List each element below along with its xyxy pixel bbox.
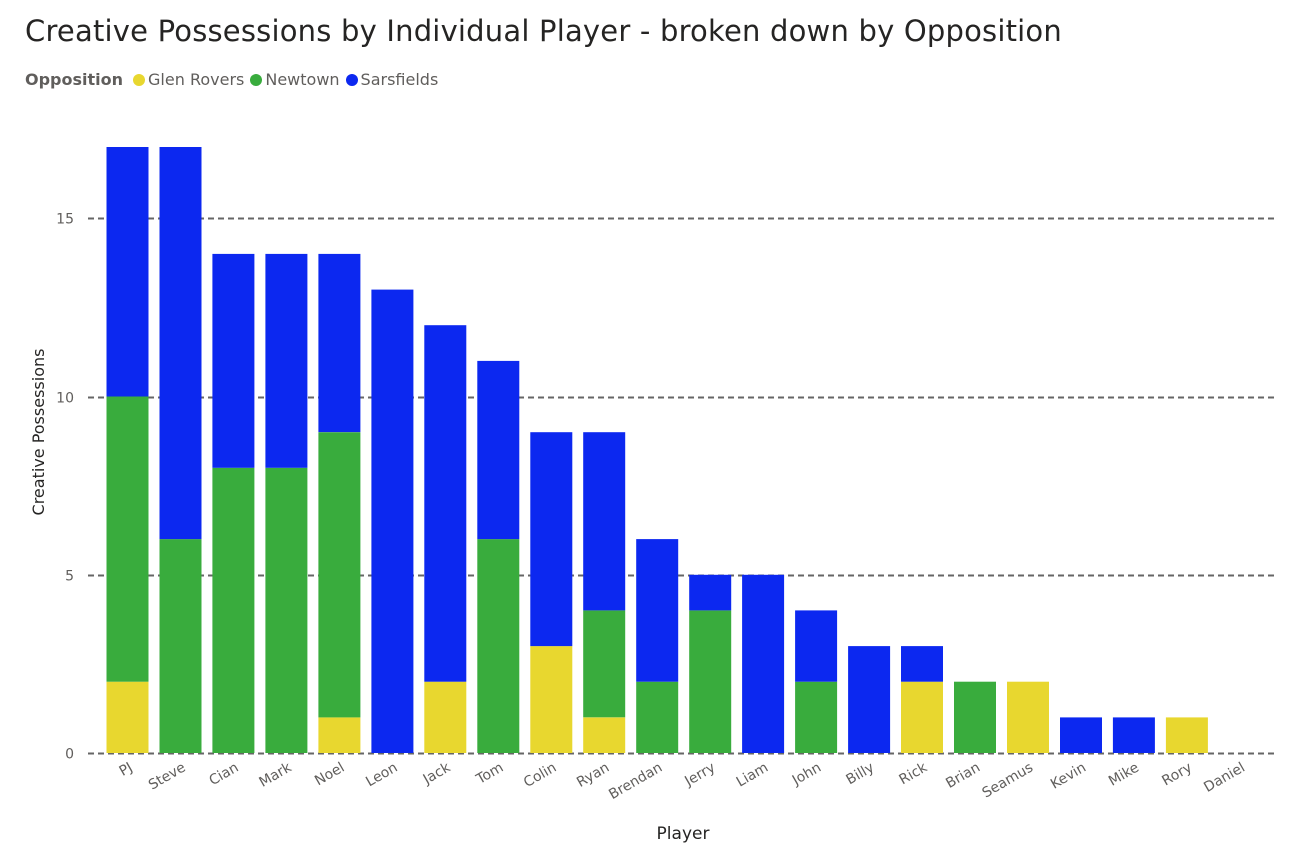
x-tick-label-seamus: Seamus [980, 760, 1036, 802]
bar-rick-sarsfields[interactable] [901, 646, 943, 682]
y-tick-label-10: 10 [56, 391, 74, 407]
x-tick-label-colin: Colin [521, 760, 559, 791]
legend-swatch-newtown [250, 73, 263, 86]
x-tick-label-rick: Rick [897, 759, 931, 788]
bar-tom-newtown[interactable] [477, 539, 520, 753]
bar-noel-glen-rovers[interactable] [318, 717, 361, 753]
legend-label-glen-rovers: Glen Rovers [148, 70, 245, 89]
bar-john-newtown[interactable] [795, 681, 838, 753]
x-tick-label-cian: Cian [206, 760, 241, 789]
bar-mike-sarsfields[interactable] [1112, 717, 1155, 753]
bar-brendan-newtown[interactable] [636, 681, 679, 753]
bar-ryan-sarsfields[interactable] [583, 432, 626, 611]
bar-kevin-sarsfields[interactable] [1060, 717, 1102, 753]
x-tick-label-tom: Tom [473, 760, 506, 789]
bar-ryan-glen-rovers[interactable] [583, 717, 626, 753]
bar-seamus-glen-rovers[interactable] [1007, 681, 1049, 753]
bar-steve-sarsfields[interactable] [159, 147, 202, 540]
x-ticks: PJ Steve Cian Mark Noel Leon Jack Tom Colin RyanB… [117, 759, 1248, 803]
bar-mark-newtown[interactable] [265, 467, 308, 753]
bars [106, 147, 1208, 753]
x-tick-label-jack: Jack [420, 759, 454, 788]
bar-john-sarsfields[interactable] [795, 610, 838, 682]
bar-pj-glen-rovers[interactable] [106, 681, 149, 753]
legend-label-newtown: Newtown [265, 70, 340, 89]
legend-swatch-glen-rovers [133, 73, 146, 86]
bar-cian-newtown[interactable] [212, 467, 255, 753]
bar-rory-glen-rovers[interactable] [1165, 717, 1208, 753]
legend-title: Opposition [25, 70, 124, 89]
x-tick-label-jerry: Jerry [681, 760, 718, 791]
bar-jerry-sarsfields[interactable] [689, 574, 732, 611]
bar-jerry-newtown[interactable] [689, 610, 732, 753]
x-tick-label-pj: PJ [117, 760, 136, 780]
bar-jack-glen-rovers[interactable] [424, 681, 467, 753]
y-tick-label-15: 15 [56, 212, 74, 228]
bar-steve-newtown[interactable] [159, 539, 202, 753]
x-tick-label-john: John [789, 760, 824, 790]
bar-colin-sarsfields[interactable] [530, 432, 573, 647]
x-tick-label-brian: Brian [943, 760, 983, 792]
bar-pj-sarsfields[interactable] [106, 147, 149, 397]
bar-noel-sarsfields[interactable] [318, 253, 361, 433]
legend-item-glen-rovers[interactable]: Glen Rovers [133, 70, 244, 89]
legend-label-sarsfields: Sarsfields [360, 70, 439, 89]
legend-item-sarsfields[interactable]: Sarsfields [345, 70, 439, 89]
gridlines [88, 217, 1277, 755]
x-tick-label-kevin: Kevin [1048, 760, 1089, 793]
bar-cian-sarsfields[interactable] [212, 253, 255, 468]
y-axis-label: Creative Possessions [29, 349, 48, 516]
bar-tom-sarsfields[interactable] [477, 360, 520, 540]
legend: Opposition Glen Rovers Newtown Sarsfield… [25, 70, 444, 89]
bar-mark-sarsfields[interactable] [265, 253, 308, 468]
bar-brendan-sarsfields[interactable] [636, 539, 679, 682]
y-ticks: 0 5 10 15 [56, 212, 74, 763]
bar-brian-newtown[interactable] [954, 681, 996, 753]
y-tick-label-5: 5 [65, 569, 74, 585]
x-tick-label-steve: Steve [146, 760, 189, 794]
bar-billy-sarsfields[interactable] [848, 646, 891, 753]
x-tick-label-rory: Rory [1159, 760, 1194, 790]
bar-pj-newtown[interactable] [106, 396, 149, 682]
x-tick-label-leon: Leon [363, 760, 400, 791]
bar-colin-glen-rovers[interactable] [530, 646, 573, 753]
bar-liam-sarsfields[interactable] [742, 574, 785, 753]
legend-swatch-sarsfields [345, 73, 358, 86]
x-tick-label-ryan: Ryan [574, 760, 612, 791]
bar-noel-newtown[interactable] [318, 432, 361, 718]
x-tick-label-liam: Liam [734, 760, 771, 791]
bar-rick-glen-rovers[interactable] [901, 681, 943, 753]
x-axis-label: Player [657, 824, 710, 844]
x-tick-label-mike: Mike [1106, 760, 1142, 790]
y-tick-label-0: 0 [65, 747, 74, 763]
x-tick-label-noel: Noel [312, 760, 347, 790]
bar-ryan-newtown[interactable] [583, 610, 626, 718]
bar-jack-sarsfields[interactable] [424, 325, 467, 682]
x-tick-label-brendan: Brendan [606, 760, 665, 803]
legend-item-newtown[interactable]: Newtown [250, 70, 340, 89]
x-tick-label-billy: Billy [843, 760, 877, 789]
x-tick-label-daniel: Daniel [1201, 760, 1248, 796]
chart-title: Creative Possessions by Individual Playe… [25, 14, 1062, 48]
bar-leon-sarsfields[interactable] [371, 289, 414, 753]
x-tick-label-mark: Mark [256, 759, 295, 791]
